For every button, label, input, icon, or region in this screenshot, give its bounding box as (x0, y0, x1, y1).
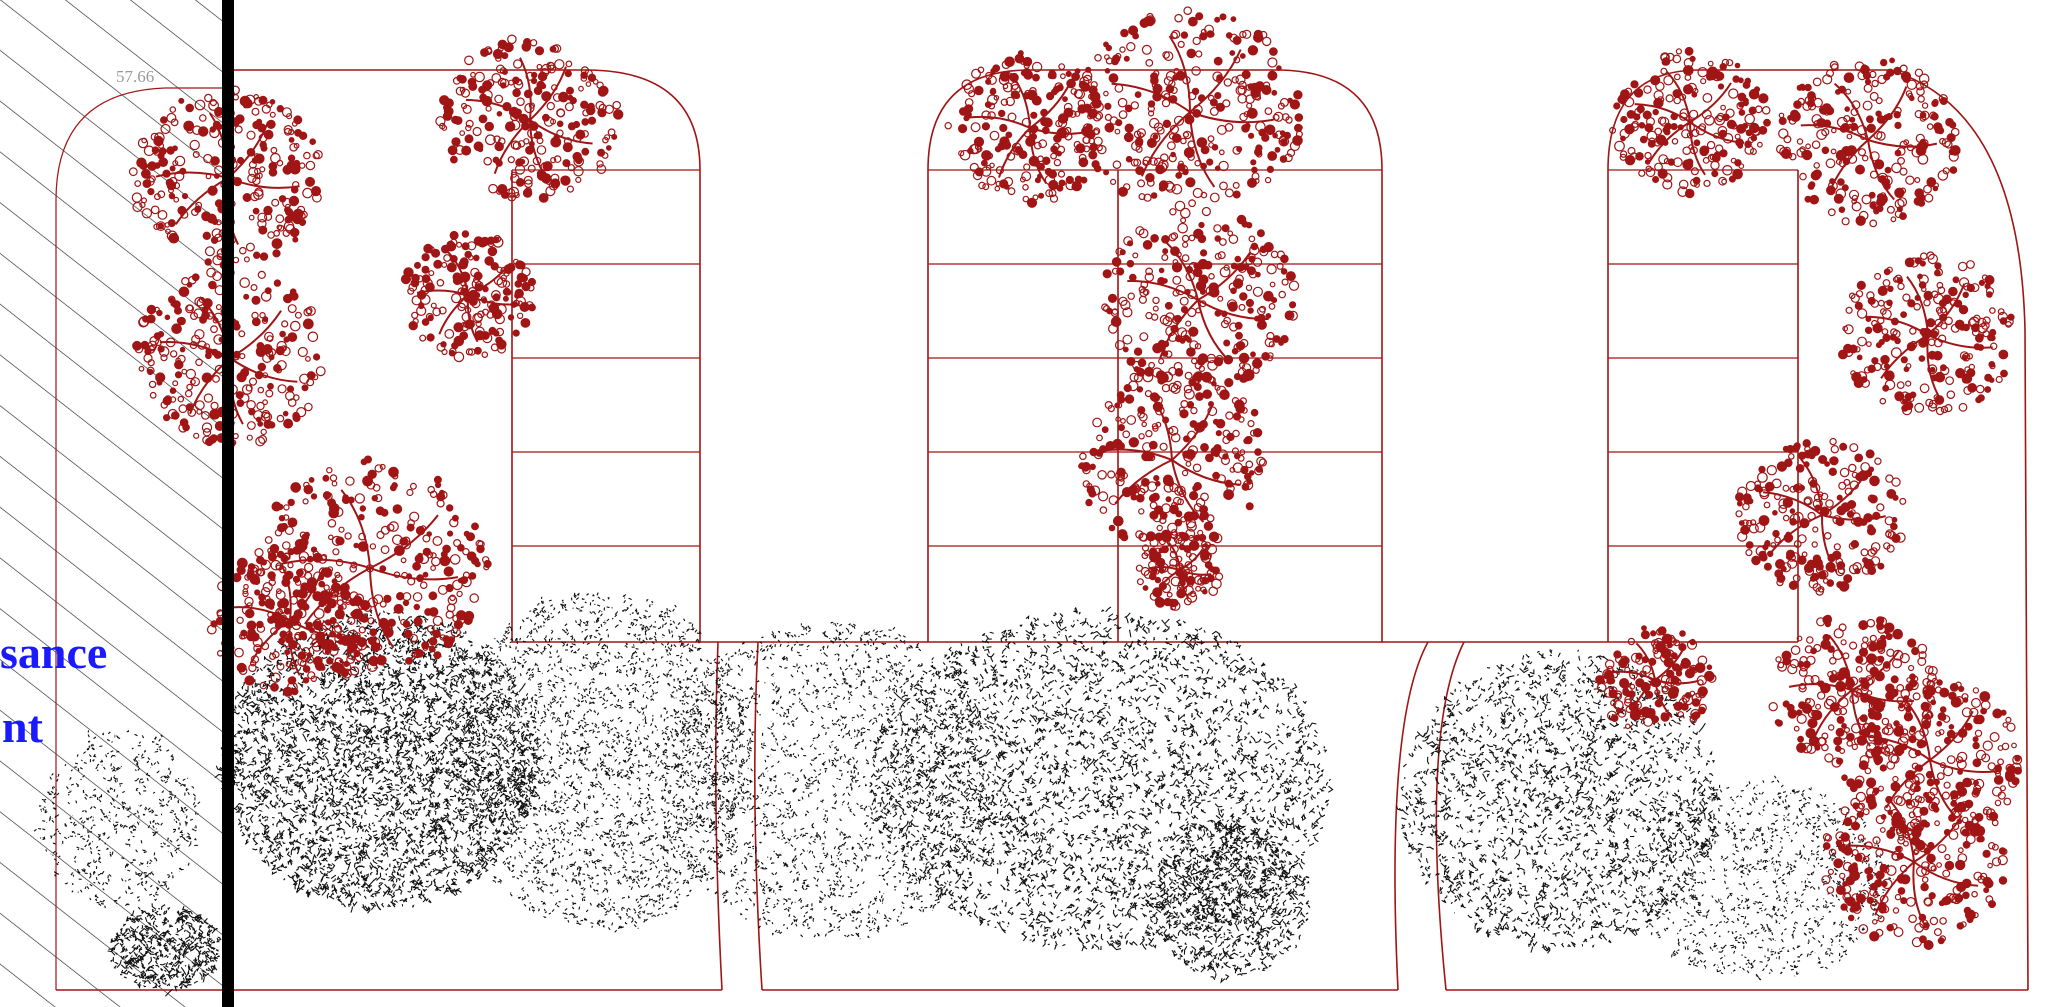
black-shrub-mass-icon (33, 727, 201, 912)
red-tree-canopy-icon (1768, 614, 1938, 771)
tree-layer (128, 6, 2023, 950)
red-tree-canopy-icon (1074, 6, 1304, 216)
red-tree-canopy-icon (1837, 251, 2015, 416)
red-tree-canopy-icon (1609, 46, 1771, 199)
site-outlines (55, 69, 2029, 991)
red-tree-canopy-icon (1839, 672, 2023, 846)
side-label-line1: sance (0, 627, 107, 678)
black-shrub-mass-icon (660, 621, 1000, 940)
red-tree-canopy-icon (1101, 206, 1300, 394)
black-shrub-mass-icon (1148, 819, 1311, 984)
shrub-layer (33, 592, 1894, 997)
side-label-line2: nt (2, 701, 44, 752)
red-tree-canopy-icon (1135, 529, 1224, 611)
spot-elevation-label: 57.66 (116, 67, 154, 86)
black-shrub-mass-icon (449, 592, 751, 935)
red-tree-canopy-icon (1734, 437, 1907, 596)
red-tree-canopy-icon (435, 34, 624, 203)
boundary-wall (222, 0, 234, 1007)
red-tree-canopy-icon (1821, 780, 2008, 950)
red-tree-canopy-icon (1775, 57, 1961, 228)
black-shrub-mass-icon (869, 606, 1334, 952)
black-shrub-mass-icon (214, 606, 544, 914)
red-tree-canopy-icon (206, 543, 368, 697)
red-tree-canopy-icon (400, 230, 537, 363)
red-tree-canopy-icon (1078, 367, 1268, 551)
black-shrub-mass-icon (107, 903, 222, 997)
red-tree-canopy-icon (1595, 625, 1717, 730)
red-tree-canopy-icon (944, 50, 1115, 208)
